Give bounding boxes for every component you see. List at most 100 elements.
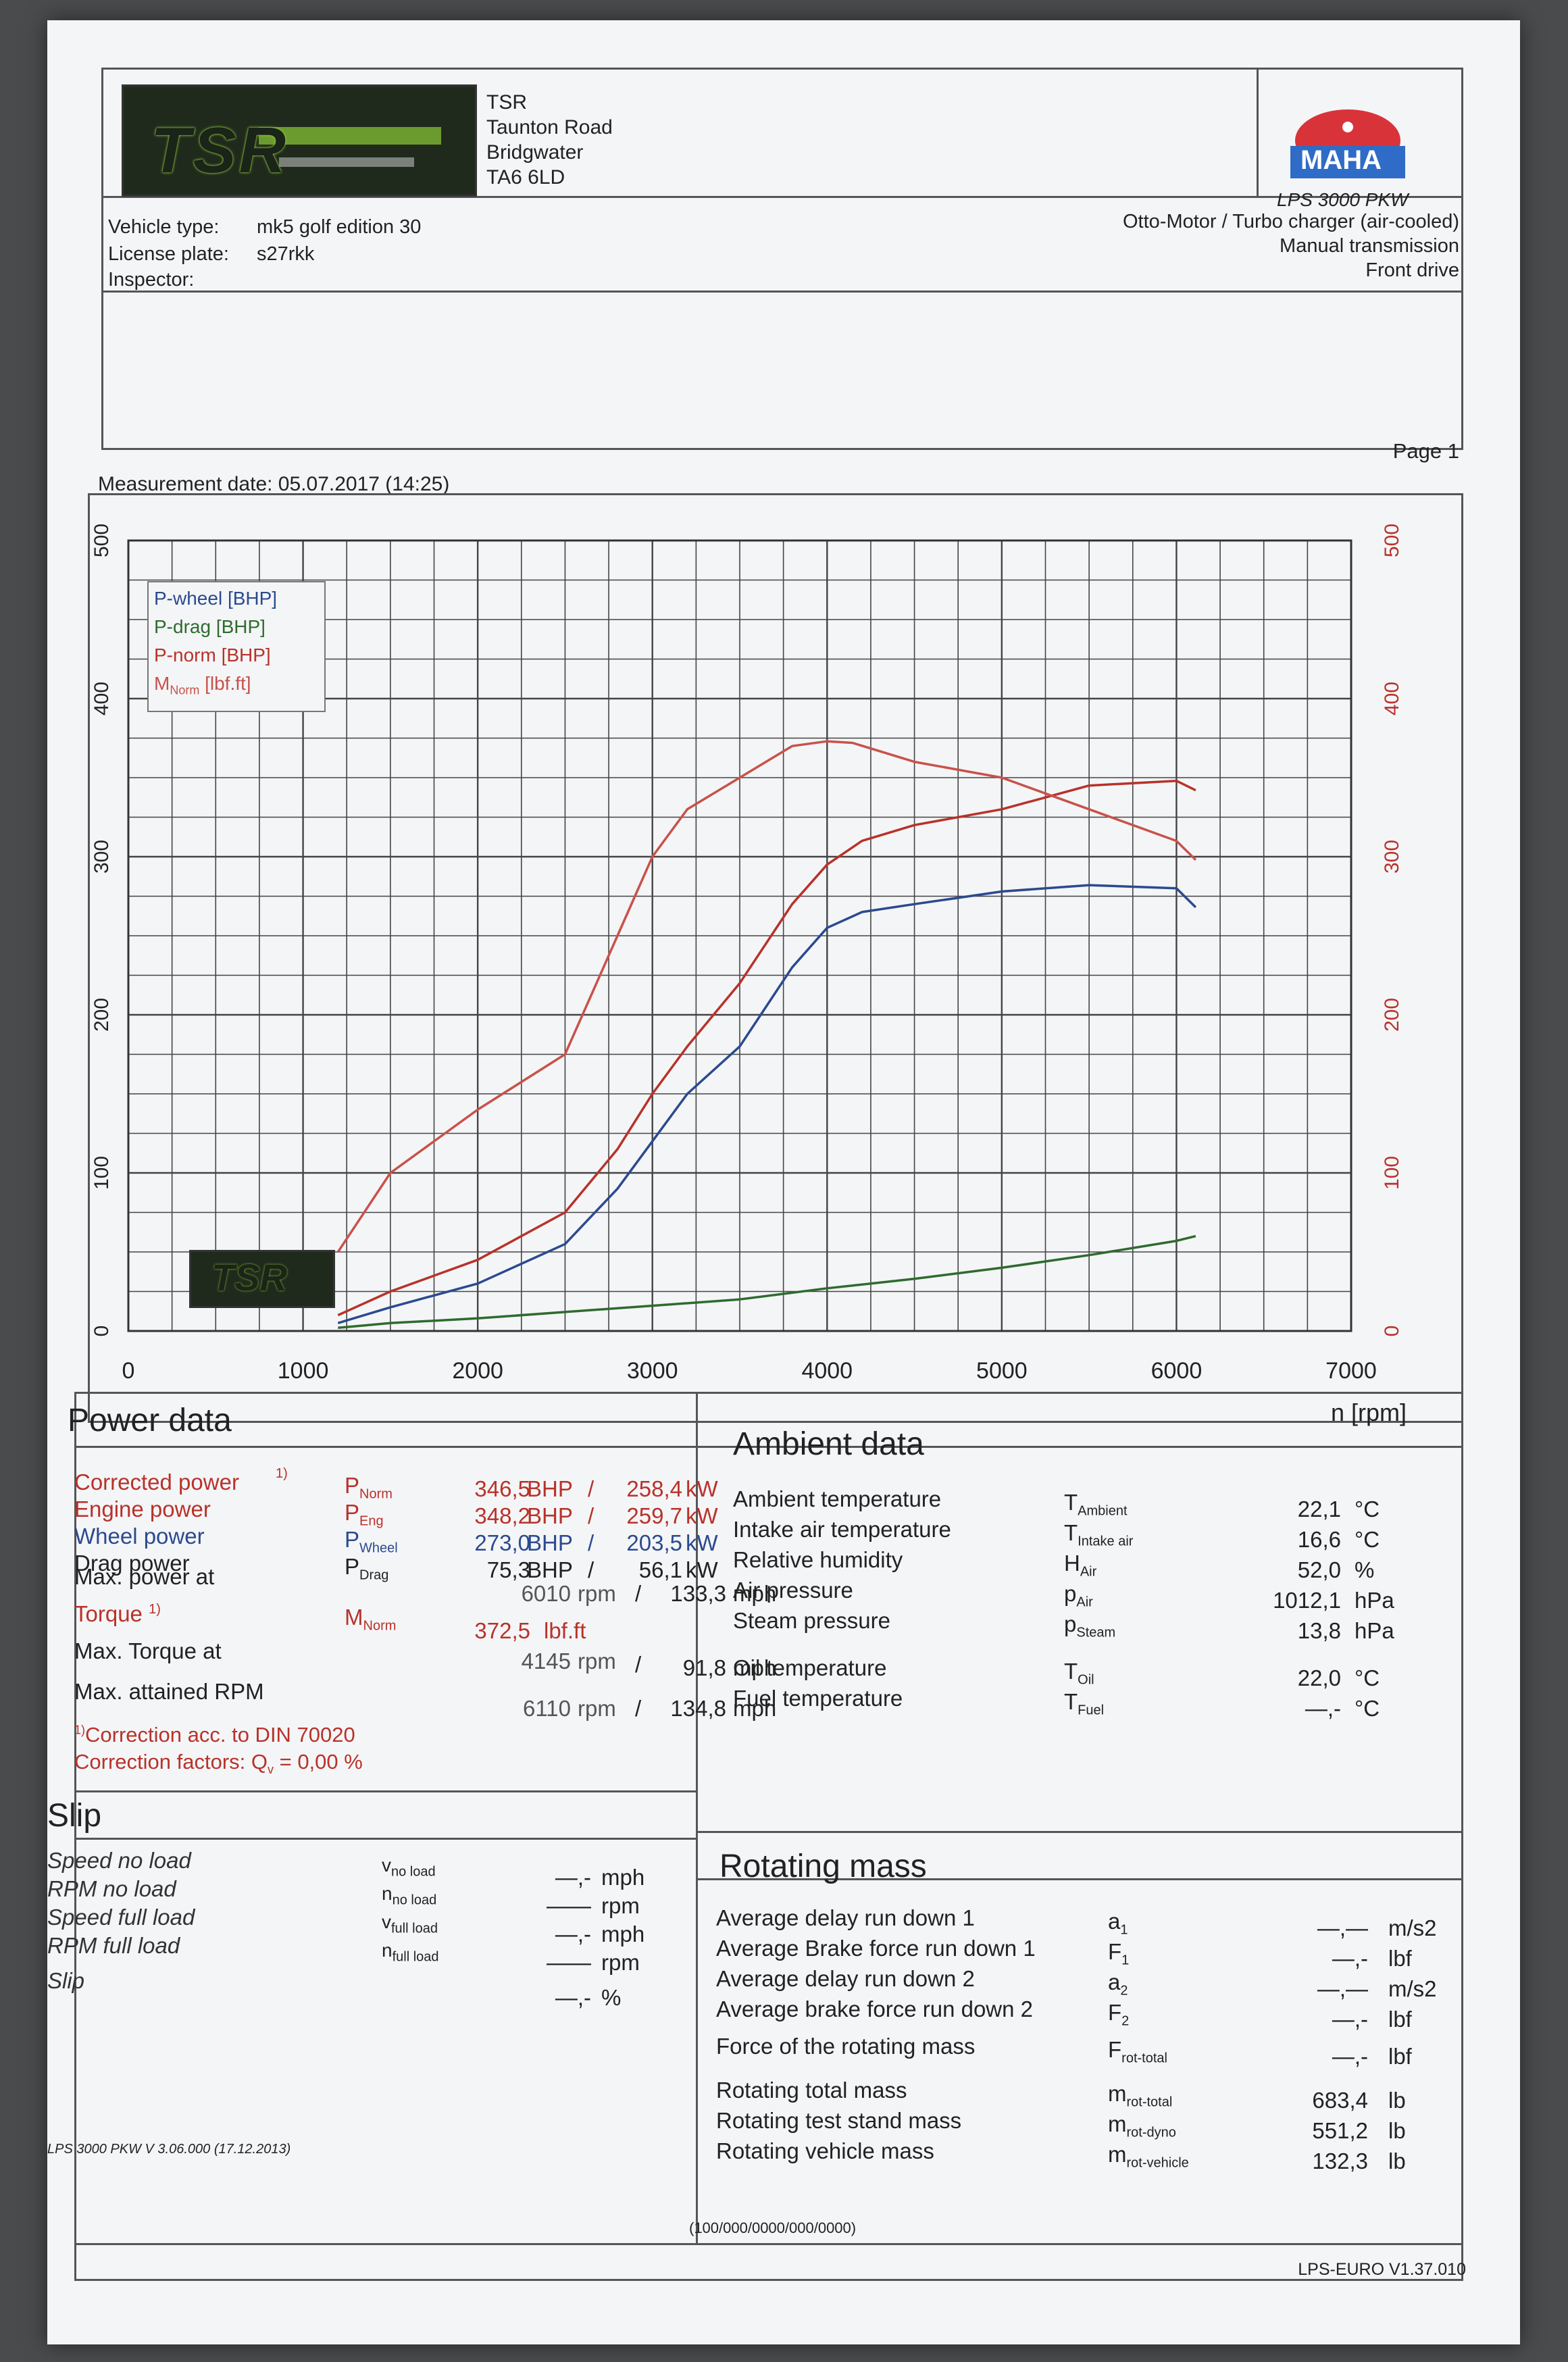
drive-type: Front drive: [1365, 259, 1459, 281]
rotating-row-unit: m/s2: [1388, 1915, 1437, 1940]
rotating-row-unit: lb: [1388, 2088, 1406, 2113]
y-tick-label-left: 300: [91, 840, 113, 874]
ambient-row-unit: hPa: [1355, 1588, 1394, 1613]
y-tick-label-right: 0: [1381, 1326, 1403, 1337]
power-row-value1: 346,5: [474, 1476, 530, 1501]
x-tick-label: 0: [122, 1358, 135, 1384]
torque-symbol-char: M: [345, 1605, 363, 1630]
power-row-symbol: PWheel: [345, 1527, 398, 1557]
transmission-type: Manual transmission: [1280, 235, 1459, 257]
max-power-rpm: 6010: [521, 1581, 571, 1606]
ambient-data-title: Ambient data: [733, 1426, 924, 1462]
power-row-unit1: BHP: [527, 1476, 573, 1501]
ambient-row-unit: °C: [1355, 1665, 1380, 1690]
rotating-row-label: Average brake force run down 2: [716, 1996, 1034, 2021]
ambient-row-symbol-sub: Oil: [1078, 1672, 1094, 1688]
max-torque-rpm-unit: rpm: [578, 1649, 616, 1674]
torque-unit: lbf.ft: [544, 1618, 586, 1643]
y-tick-label-right: 100: [1381, 1156, 1403, 1190]
slip-row-symbol: nno load: [382, 1883, 436, 1909]
correction-factors: Correction factors: Qv = 0,00 %: [74, 1750, 363, 1777]
chart-series: [336, 740, 1197, 1330]
header-frame: [101, 68, 1463, 450]
ambient-row-symbol: pAir: [1064, 1581, 1093, 1611]
rotating-row-symbol-sub: 2: [1120, 1983, 1128, 1999]
slip-row-unit: %: [601, 1985, 622, 2010]
correction-note: 1)Correction acc. to DIN 70020: [74, 1723, 355, 1747]
ambient-row-symbol-sub: Intake air: [1078, 1534, 1134, 1549]
power-row-symbol-char: P: [345, 1500, 360, 1525]
rotating-row-unit: m/s2: [1388, 1976, 1437, 2001]
power-row-value2: 258,4: [626, 1476, 682, 1501]
device-model: LPS 3000 PKW: [1277, 189, 1409, 210]
rotating-row-symbol-char: a: [1108, 1969, 1121, 1994]
power-row-symbol-char: P: [345, 1473, 360, 1498]
ambient-row-label: Intake air temperature: [733, 1517, 951, 1542]
slip-row-symbol: vno load: [382, 1855, 436, 1880]
ambient-row-symbol-char: p: [1064, 1611, 1077, 1636]
slip-row-symbol-sub: full load: [392, 1949, 439, 1965]
power-row-symbol-sub: Drag: [359, 1567, 389, 1583]
header-divider: [101, 196, 1461, 198]
ambient-row-value: —,-: [1305, 1696, 1341, 1721]
series-line-3: [336, 740, 1197, 1253]
ambient-row-unit: hPa: [1355, 1618, 1394, 1643]
ambient-row-label: Steam pressure: [733, 1608, 890, 1633]
ambient-row-symbol: TFuel: [1064, 1689, 1104, 1719]
rotating-row-label: Rotating vehicle mass: [716, 2138, 934, 2163]
rotating-row-unit: lbf: [1388, 1946, 1412, 1971]
rotating-row-symbol-sub: rot-dyno: [1126, 2125, 1176, 2140]
slip-row-symbol-sub: no load: [391, 1864, 436, 1880]
ambient-row-label: Air pressure: [733, 1578, 853, 1603]
legend-p-drag: P-drag [BHP]: [154, 616, 265, 637]
power-row-unit2: kW: [686, 1557, 718, 1582]
slip-row-label: RPM full load: [47, 1933, 180, 1958]
x-tick-label: 7000: [1325, 1358, 1377, 1384]
correction-factors-sub: v: [267, 1763, 274, 1777]
power-row-unit1: BHP: [527, 1503, 573, 1528]
rotating-row-label: Rotating test stand mass: [716, 2108, 962, 2133]
power-row-value1: 75,3: [486, 1557, 530, 1582]
slip-top-divider: [74, 1790, 698, 1792]
chart-watermark-text: TSR: [211, 1256, 287, 1299]
max-rpm-label: Max. attained RPM: [74, 1679, 264, 1704]
ambient-row-symbol-char: T: [1064, 1520, 1078, 1545]
power-row-value1: 273,0: [474, 1530, 530, 1555]
slip-row-value: ——: [547, 1893, 591, 1918]
power-row-symbol-sub: Eng: [359, 1513, 384, 1529]
max-power-slash: /: [635, 1581, 642, 1606]
rotating-row-symbol-char: m: [1108, 2081, 1127, 2106]
slip-row-value: —,-: [555, 1921, 591, 1946]
correction-note-sup: 1): [74, 1723, 86, 1737]
ambient-row-label: Fuel temperature: [733, 1686, 903, 1711]
ambient-row-symbol-char: T: [1064, 1659, 1078, 1684]
slip-row-unit: mph: [601, 1921, 645, 1946]
license-plate-value: s27rkk: [257, 243, 315, 265]
rotating-title-divider: [696, 1878, 1461, 1880]
rotating-row-symbol: F2: [1108, 2000, 1129, 2030]
rotating-mass-title: Rotating mass: [719, 1849, 927, 1884]
x-tick-label: 1000: [278, 1358, 329, 1384]
ambient-row-unit: °C: [1355, 1497, 1380, 1522]
y-tick-label-left: 0: [91, 1326, 113, 1337]
series-line-2: [337, 779, 1196, 1317]
logo-text: TSR: [151, 114, 288, 186]
correction-factors-value: = 0,00 %: [273, 1750, 363, 1774]
y-tick-label-right: 400: [1381, 682, 1403, 715]
rotating-row-symbol-char: F: [1108, 2037, 1122, 2062]
power-row-unit2: kW: [686, 1476, 718, 1501]
power-row-unit1: BHP: [527, 1530, 573, 1555]
vehicle-type-value: mk5 golf edition 30: [257, 216, 422, 238]
slip-row-unit: rpm: [601, 1950, 640, 1975]
slip-row-value: —,-: [555, 1865, 591, 1890]
ambient-row-label: Ambient temperature: [733, 1486, 942, 1511]
max-rpm-speed-unit: mph: [733, 1696, 777, 1721]
ambient-row-symbol-char: H: [1064, 1551, 1080, 1576]
power-row-slash: /: [588, 1476, 595, 1501]
power-row-value2: 203,5: [626, 1530, 682, 1555]
rotating-row-label: Average Brake force run down 1: [716, 1936, 1036, 1961]
slip-row-symbol-sub: full load: [391, 1921, 438, 1936]
torque-symbol: MNorm: [345, 1605, 396, 1634]
tsr-logo: TSR: [122, 84, 477, 197]
footer-version-right: LPS-EURO V1.37.010: [1298, 2260, 1466, 2279]
